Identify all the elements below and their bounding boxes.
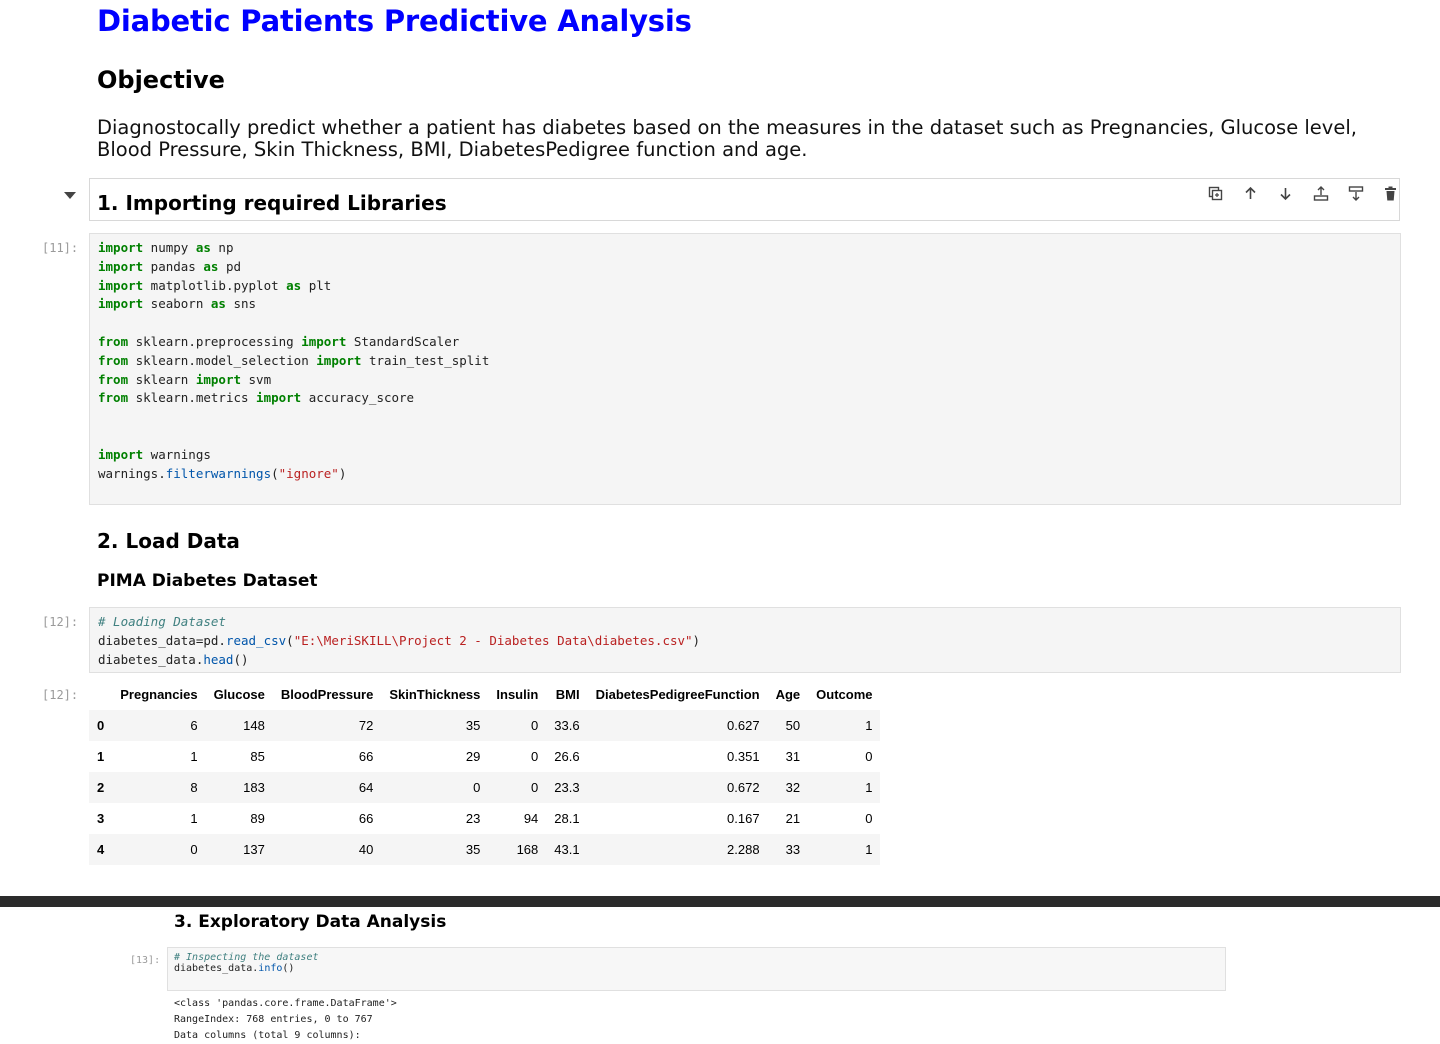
table-cell: 35	[465, 718, 481, 733]
column-header-insulin: Insulin	[496, 687, 539, 702]
table-cell: 26.6	[554, 749, 580, 764]
table-cell: 66	[358, 749, 374, 764]
table-cell: 183	[243, 780, 265, 795]
table-cell: 0	[865, 811, 873, 826]
code-comment: # Inspecting the dataset	[174, 952, 319, 963]
screenshot-divider	[0, 896, 1440, 907]
output-line: Data columns (total 9 columns):	[174, 1030, 361, 1041]
table-row: 4 0 137 40 35 168 43.1 2.288 33 1	[89, 834, 881, 865]
move-down-icon[interactable]	[1268, 182, 1303, 204]
column-header-bloodpressure: BloodPressure	[280, 687, 374, 702]
row-index: 1	[97, 749, 105, 764]
table-cell: 29	[465, 749, 481, 764]
table-cell: 33	[785, 842, 801, 857]
table-cell: 137	[243, 842, 265, 857]
section-heading-2: 2. Load Data	[97, 529, 240, 553]
dataframe-table: Pregnancies Glucose BloodPressure SkinThick…	[89, 679, 881, 865]
row-index: 0	[97, 718, 105, 733]
table-cell: 8	[190, 780, 198, 795]
table-row: 1 1 85 66 29 0 26.6 0.351 31 0	[89, 741, 880, 772]
table-row: 0 6 148 72 35 0 33.6 0.627 50 1	[89, 710, 881, 741]
dataset-subheading: PIMA Diabetes Dataset	[97, 571, 318, 591]
table-cell: 1	[190, 749, 198, 764]
objective-text: Diagnostocally predict whether a patient…	[97, 116, 1357, 161]
objective-heading: Objective	[97, 66, 225, 94]
output-prompt: [12]:	[42, 688, 79, 702]
insert-below-icon[interactable]	[1338, 182, 1373, 204]
move-up-icon[interactable]	[1233, 182, 1268, 204]
table-cell: 0.627	[727, 718, 760, 733]
row-index: 2	[97, 780, 105, 795]
output-line: <class 'pandas.core.frame.DataFrame'>	[174, 998, 397, 1009]
column-header-skinthickness: SkinThickness	[389, 687, 481, 702]
table-cell: 0	[865, 749, 873, 764]
row-index: 4	[97, 842, 105, 857]
table-cell: 0.167	[727, 811, 760, 826]
column-header-outcome: Outcome	[816, 687, 873, 702]
cell-prompt: [13]:	[130, 955, 161, 966]
column-header-glucose: Glucose	[213, 687, 265, 702]
duplicate-icon[interactable]	[1198, 182, 1233, 204]
table-cell: 89	[250, 811, 265, 826]
table-cell: 0	[190, 842, 198, 857]
insert-above-icon[interactable]	[1303, 182, 1338, 204]
code-cell-imports[interactable]: import numpy as np import pandas as pd imp…	[89, 233, 1401, 505]
table-cell: 0	[473, 780, 481, 795]
table-cell: 1	[865, 842, 873, 857]
table-cell: 6	[190, 718, 198, 733]
output-line: RangeIndex: 768 entries, 0 to 767	[174, 1014, 373, 1025]
table-cell: 23.3	[554, 780, 580, 795]
row-index: 3	[97, 811, 105, 826]
column-header-pedigree: DiabetesPedigreeFunction	[595, 687, 760, 702]
table-cell: 23	[465, 811, 481, 826]
table-cell: 168	[516, 842, 539, 857]
table-cell: 28.1	[554, 811, 580, 826]
table-cell: 1	[865, 780, 873, 795]
cell-prompt: [11]:	[42, 241, 79, 255]
table-row: 3 1 89 66 23 94 28.1 0.167 21 0	[89, 803, 880, 834]
table-cell: 31	[785, 749, 801, 764]
table-cell: 0	[531, 749, 539, 764]
table-row: 2 8 183 64 0 0 23.3 0.672 32 1	[89, 772, 881, 803]
cell-prompt: [12]:	[42, 615, 79, 629]
table-cell: 66	[358, 811, 374, 826]
table-cell: 33.6	[554, 718, 580, 733]
column-header-pregnancies: Pregnancies	[120, 687, 198, 702]
table-cell: 85	[250, 749, 265, 764]
code-cell-info[interactable]: # Inspecting the dataset diabetes_data.in…	[167, 947, 1226, 991]
table-cell: 1	[190, 811, 198, 826]
info-output: <class 'pandas.core.frame.DataFrame'> Ran…	[174, 996, 397, 1044]
column-header-age: Age	[775, 687, 801, 702]
table-cell: 94	[523, 811, 539, 826]
table-cell: 148	[243, 718, 265, 733]
table-cell: 35	[465, 842, 481, 857]
table-cell: 0	[531, 780, 539, 795]
section-heading-1: 1. Importing required Libraries	[97, 191, 447, 215]
table-cell: 0.672	[727, 780, 760, 795]
table-cell: 32	[785, 780, 801, 795]
cell-toolbar	[1198, 182, 1408, 204]
table-cell: 40	[358, 842, 374, 857]
table-header-row: Pregnancies Glucose BloodPressure SkinThick…	[89, 679, 880, 710]
code-cell-load[interactable]: # Loading Dataset diabetes_data=pd.read_c…	[89, 607, 1401, 673]
delete-icon[interactable]	[1373, 182, 1408, 204]
table-cell: 50	[785, 718, 801, 733]
table-cell: 43.1	[554, 842, 580, 857]
markdown-cell-selected[interactable]	[89, 178, 1400, 221]
table-cell: 0.351	[727, 749, 760, 764]
column-header-index	[89, 679, 112, 710]
page-title: Diabetic Patients Predictive Analysis	[97, 4, 692, 38]
table-cell: 72	[358, 718, 374, 733]
collapse-icon[interactable]	[64, 192, 76, 199]
csv-path: "E:\MeriSKILL\Project 2 - Diabetes Data\…	[293, 632, 693, 648]
table-cell: 0	[531, 718, 539, 733]
table-cell: 1	[865, 718, 873, 733]
table-cell: 21	[785, 811, 801, 826]
code-comment: # Loading Dataset	[98, 614, 226, 629]
section-heading-3: 3. Exploratory Data Analysis	[174, 912, 447, 932]
table-cell: 2.288	[727, 842, 760, 857]
column-header-bmi: BMI	[555, 687, 580, 702]
table-cell: 64	[358, 780, 374, 795]
